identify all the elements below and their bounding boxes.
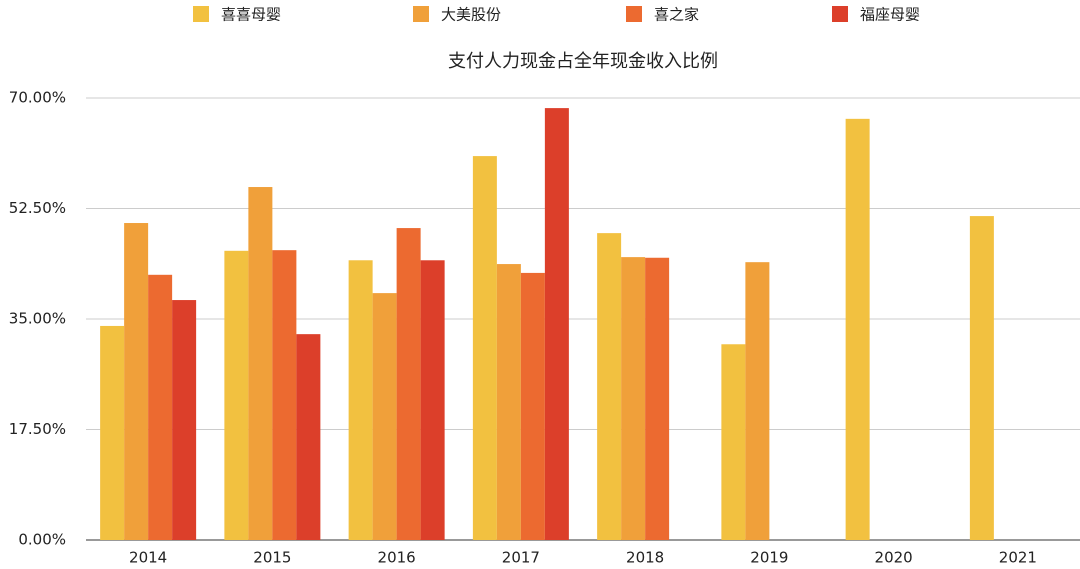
bar: [597, 233, 622, 540]
x-tick-label: 2016: [378, 549, 416, 567]
y-tick-label: 0.00%: [18, 531, 66, 549]
bar: [472, 156, 497, 540]
bar: [496, 264, 521, 540]
bar: [348, 260, 373, 540]
bar: [396, 228, 421, 540]
bar: [721, 344, 746, 540]
y-tick-label: 52.50%: [9, 199, 66, 217]
bar: [645, 257, 670, 540]
y-tick-label: 70.00%: [9, 89, 66, 107]
bar: [124, 223, 149, 540]
bar: [172, 300, 197, 540]
x-tick-label: 2014: [129, 549, 167, 567]
bar: [520, 272, 545, 540]
bar: [372, 293, 397, 540]
y-tick-label: 35.00%: [9, 310, 66, 328]
x-tick-label: 2017: [502, 549, 540, 567]
legend-label: 大美股份: [441, 6, 501, 24]
bar: [420, 260, 445, 540]
chart-title: 支付人力现金占全年现金收入比例: [448, 51, 718, 72]
legend-swatch: [626, 6, 642, 22]
x-tick-label: 2019: [750, 549, 788, 567]
bar: [100, 325, 125, 540]
legend-label: 喜喜母婴: [221, 6, 281, 24]
bar: [845, 118, 870, 540]
legend-swatch: [832, 6, 848, 22]
bar: [544, 108, 569, 541]
bar: [745, 262, 770, 540]
legend-swatch: [193, 6, 209, 22]
bar: [296, 334, 321, 540]
bar: [224, 250, 249, 540]
x-tick-label: 2021: [999, 549, 1037, 567]
bar: [272, 250, 297, 540]
x-tick-label: 2015: [253, 549, 291, 567]
x-tick-label: 2020: [875, 549, 913, 567]
bar: [148, 274, 173, 540]
legend-swatch: [413, 6, 429, 22]
bar: [969, 216, 994, 540]
x-tick-label: 2018: [626, 549, 664, 567]
legend-label: 福座母婴: [860, 6, 920, 24]
bar: [248, 187, 273, 540]
y-tick-label: 17.50%: [9, 420, 66, 438]
bar: [621, 257, 646, 540]
legend-label: 喜之家: [654, 6, 699, 24]
